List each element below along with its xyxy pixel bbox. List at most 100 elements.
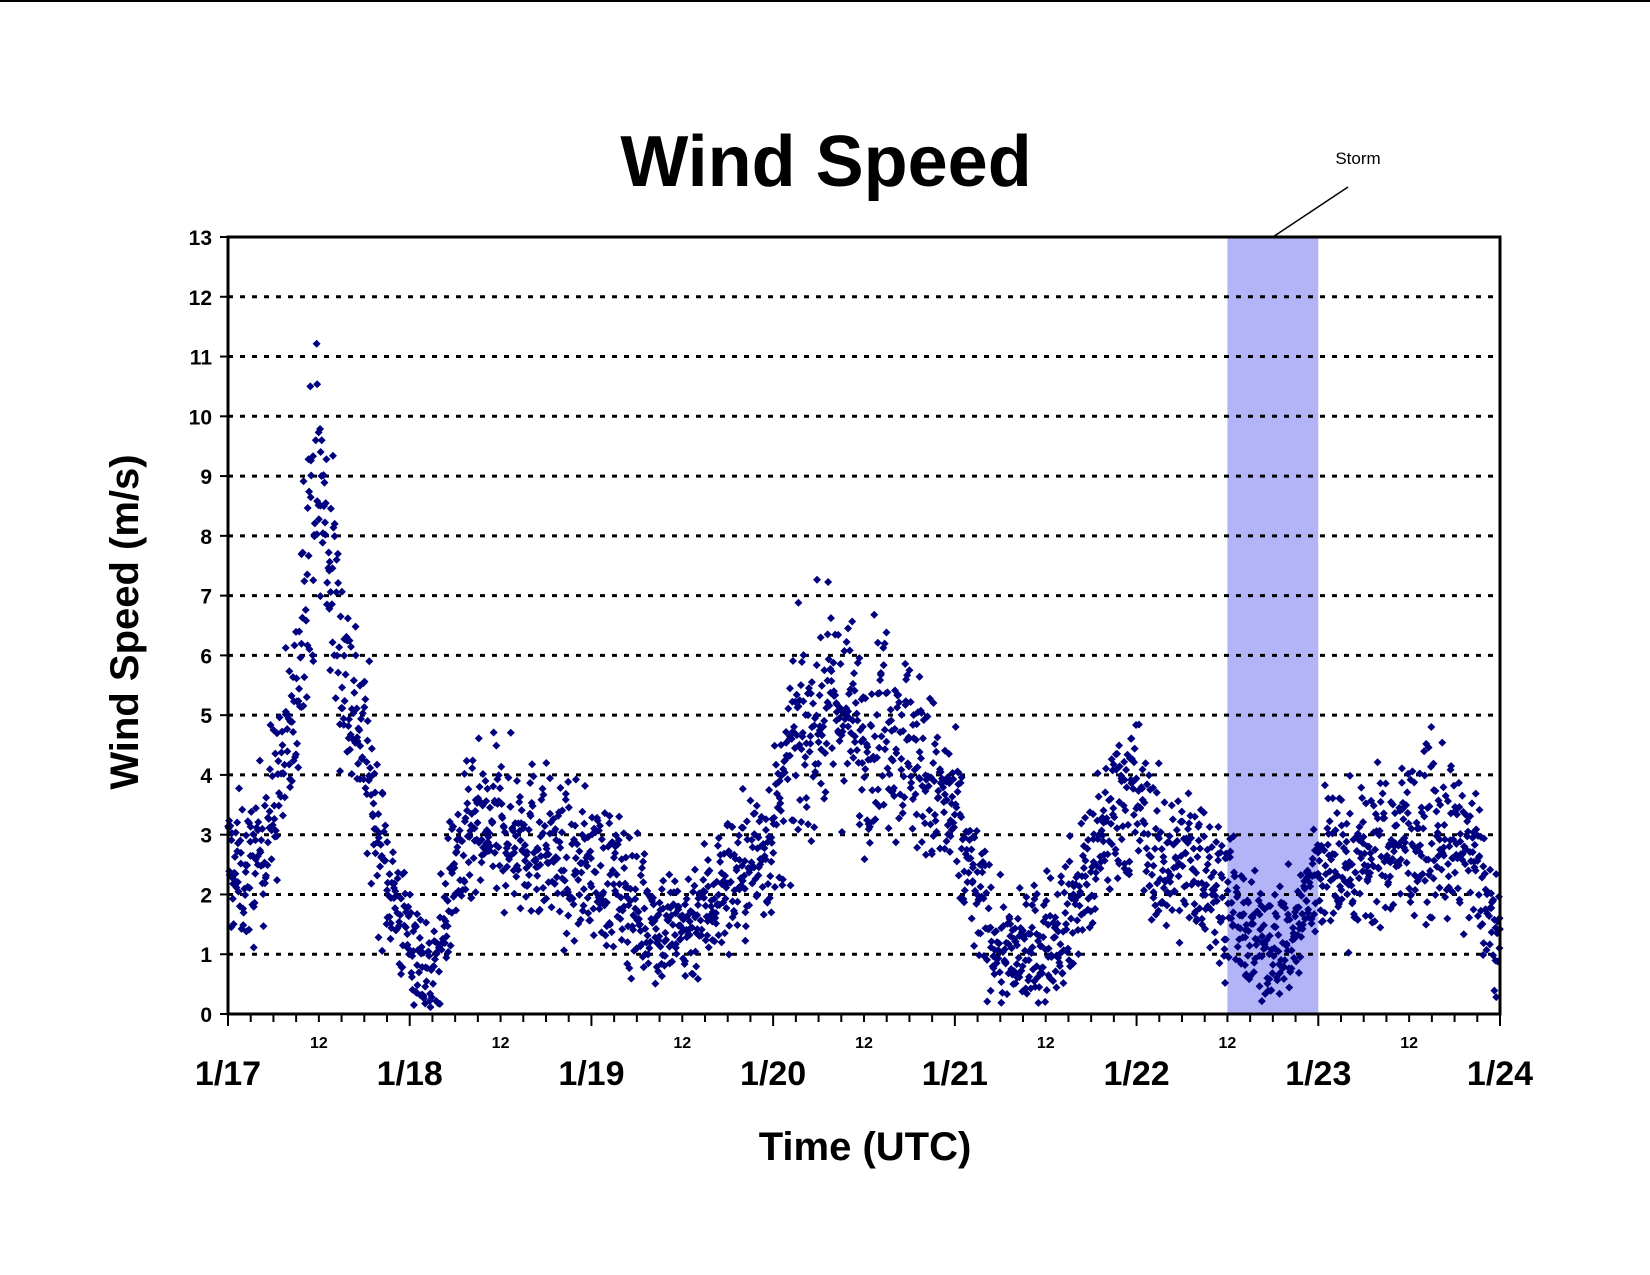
data-point [347, 769, 356, 778]
data-point [1289, 923, 1298, 932]
data-point [849, 679, 858, 688]
data-point [452, 848, 461, 857]
data-point [898, 809, 907, 818]
data-point [525, 860, 534, 869]
data-point [436, 869, 445, 878]
data-point [1172, 826, 1181, 835]
data-point [301, 605, 310, 614]
data-point [1018, 962, 1027, 971]
data-point [661, 928, 670, 937]
data-point [1046, 874, 1055, 883]
data-point [328, 638, 337, 647]
data-point [752, 890, 761, 899]
data-point [890, 724, 899, 733]
data-point [1294, 968, 1303, 977]
data-point [1042, 896, 1051, 905]
data-point [932, 747, 941, 756]
data-point [929, 699, 938, 708]
data-point [286, 783, 295, 792]
data-point [1306, 882, 1315, 891]
data-point [298, 548, 307, 557]
data-point [510, 889, 519, 898]
data-point [524, 880, 533, 889]
data-point [1280, 956, 1289, 965]
data-point [884, 824, 893, 833]
data-point [1109, 760, 1118, 769]
data-point [1304, 905, 1313, 914]
data-point [828, 744, 837, 753]
data-point [930, 777, 939, 786]
data-point [883, 764, 892, 773]
data-point [321, 518, 330, 527]
data-point [872, 710, 881, 719]
data-point [1021, 984, 1030, 993]
data-point [995, 968, 1004, 977]
data-point [605, 819, 614, 828]
data-point [932, 827, 941, 836]
data-point [1429, 874, 1438, 883]
data-point [283, 747, 292, 756]
data-point [1218, 873, 1227, 882]
data-point [1038, 963, 1047, 972]
data-point [1323, 824, 1332, 833]
data-point [1144, 771, 1153, 780]
data-point [328, 564, 337, 573]
data-point [521, 892, 530, 901]
data-point [553, 889, 562, 898]
data-point [1416, 841, 1425, 850]
data-point [1338, 830, 1347, 839]
data-point [528, 760, 537, 769]
data-point [1323, 840, 1332, 849]
data-point [246, 822, 255, 831]
data-point [542, 894, 551, 903]
data-point [1355, 889, 1364, 898]
data-point [964, 868, 973, 877]
data-point [1063, 944, 1072, 953]
data-point [1038, 969, 1047, 978]
data-point [1189, 844, 1198, 853]
data-point [860, 855, 869, 864]
data-point [236, 848, 245, 857]
data-point [912, 720, 921, 729]
data-point [546, 809, 555, 818]
data-point [556, 783, 565, 792]
data-point [923, 712, 932, 721]
data-point [470, 824, 479, 833]
data-point [390, 879, 399, 888]
data-point [1156, 828, 1165, 837]
data-point [323, 578, 332, 587]
data-point [1229, 832, 1238, 841]
data-point [432, 949, 441, 958]
data-point [786, 881, 795, 890]
data-point [880, 639, 889, 648]
data-point [741, 922, 750, 931]
data-point [760, 844, 769, 853]
data-point [292, 674, 301, 683]
data-point [1468, 848, 1477, 857]
data-point [799, 651, 808, 660]
data-point [651, 979, 660, 988]
data-point [1410, 778, 1419, 787]
data-point [921, 787, 930, 796]
data-point [536, 860, 545, 869]
data-point [1142, 867, 1151, 876]
data-point [789, 722, 798, 731]
data-point [1195, 904, 1204, 913]
data-point [983, 955, 992, 964]
data-point [863, 748, 872, 757]
data-point [878, 771, 887, 780]
data-point [559, 866, 568, 875]
data-point [657, 885, 666, 894]
data-point [1342, 847, 1351, 856]
data-point [986, 923, 995, 932]
data-point [1223, 878, 1232, 887]
data-point [338, 683, 347, 692]
y-tick-label: 10 [189, 406, 212, 429]
data-point [1441, 893, 1450, 902]
data-point [524, 825, 533, 834]
data-point [1091, 868, 1100, 877]
data-point [1489, 895, 1498, 904]
data-point [499, 866, 508, 875]
data-point [838, 727, 847, 736]
data-point [259, 922, 268, 931]
